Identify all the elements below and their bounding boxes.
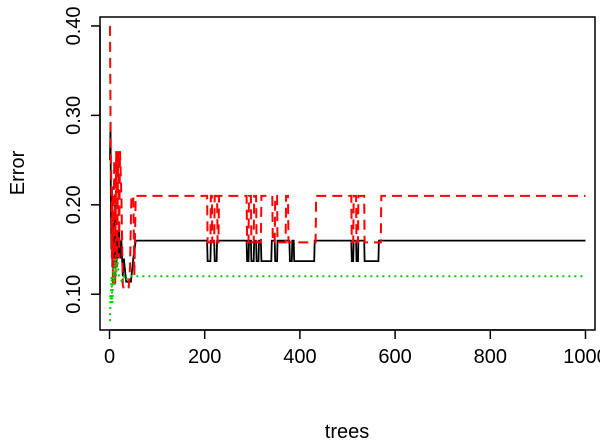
y-axis-title: Error bbox=[7, 150, 29, 195]
x-tick-label: 600 bbox=[378, 346, 411, 368]
x-tick-label: 400 bbox=[283, 346, 316, 368]
y-tick-label: 0.20 bbox=[63, 185, 85, 224]
series-layer bbox=[109, 25, 586, 322]
plot-frame bbox=[99, 16, 596, 331]
y-axis: 0.10 0.20 0.30 0.40 bbox=[63, 6, 101, 314]
y-tick-label: 0.10 bbox=[63, 275, 85, 314]
y-tick-label: 0.30 bbox=[63, 96, 85, 135]
series-line-3 bbox=[109, 258, 586, 322]
x-tick-label: 800 bbox=[474, 346, 507, 368]
series-line-1 bbox=[109, 124, 586, 283]
x-tick-label: 0 bbox=[104, 346, 115, 368]
x-axis-title: trees bbox=[325, 421, 369, 443]
series-line-2 bbox=[109, 25, 586, 290]
x-tick-label: 200 bbox=[188, 346, 221, 368]
y-tick-label: 0.40 bbox=[63, 6, 85, 45]
